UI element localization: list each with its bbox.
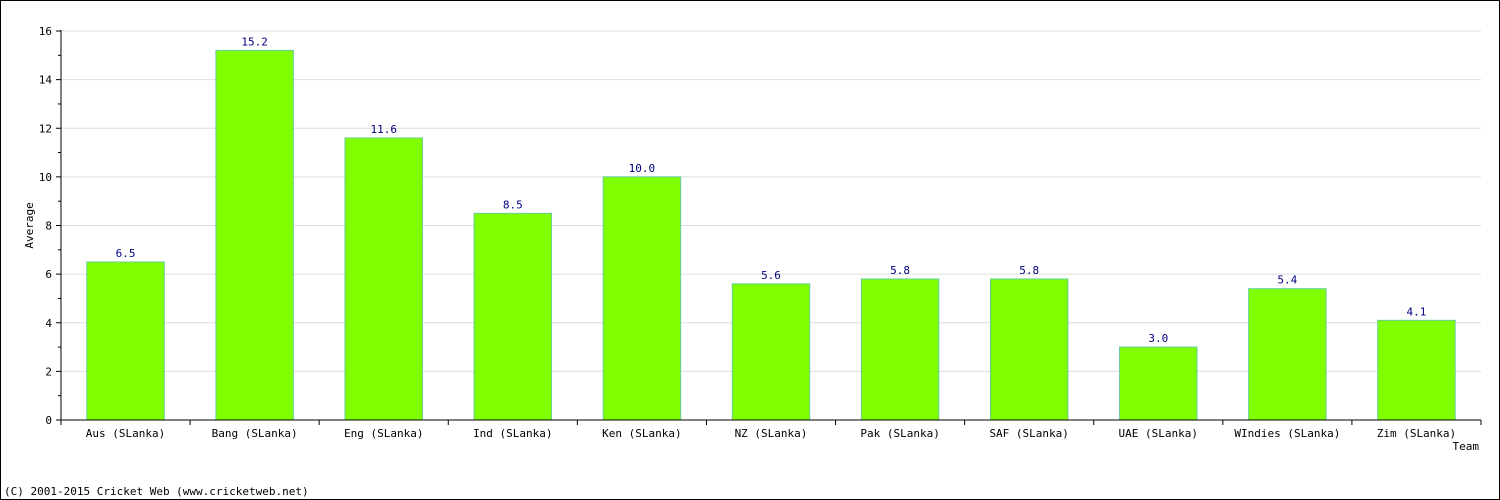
y-tick-label: 2	[45, 365, 52, 378]
bar	[602, 176, 682, 421]
y-tick-label: 0	[45, 414, 52, 427]
bar	[215, 49, 294, 421]
bar	[731, 283, 811, 421]
axes	[56, 30, 1482, 425]
bar-value-label: 8.5	[503, 198, 523, 211]
x-axis-title: Team	[1453, 440, 1480, 453]
bar	[86, 261, 165, 421]
x-tick-label: Bang (SLanka)	[212, 427, 298, 440]
bar	[989, 278, 1069, 421]
bar-value-label: 5.4	[1277, 274, 1297, 287]
bar	[1377, 319, 1456, 421]
x-tick-label: Aus (SLanka)	[86, 427, 165, 440]
y-tick-label: 12	[39, 122, 52, 135]
x-tick-label: Ken (SLanka)	[602, 427, 681, 440]
bar-value-label: 5.6	[761, 269, 781, 282]
y-tick-label: 10	[39, 171, 52, 184]
x-tick-label: WIndies (SLanka)	[1234, 427, 1340, 440]
y-tick-label: 4	[45, 317, 52, 330]
bar-value-label: 5.8	[890, 264, 910, 277]
x-tick-label: Ind (SLanka)	[473, 427, 552, 440]
y-tick-label: 16	[39, 25, 52, 38]
bar-value-label: 6.5	[116, 247, 136, 260]
grid-lines	[61, 30, 1481, 372]
bars	[86, 49, 1456, 421]
x-tick-label: UAE (SLanka)	[1119, 427, 1198, 440]
bar	[344, 137, 423, 421]
y-tick-label: 6	[45, 268, 52, 281]
bar	[860, 278, 940, 421]
y-tick-label: 14	[39, 74, 53, 87]
bar	[1248, 288, 1327, 421]
bar-value-label: 15.2	[241, 35, 268, 48]
x-tick-label: NZ (SLanka)	[735, 427, 808, 440]
bar-value-label: 11.6	[370, 123, 397, 136]
bar-value-label: 10.0	[629, 162, 656, 175]
bar	[1119, 346, 1198, 421]
bar	[473, 212, 553, 421]
chart-labels: 0 2 4 6 8 10 12 14 16 6.5 Aus (SLanka) 15.2 Bang (SL…	[39, 25, 1456, 440]
x-tick-label: Pak (SLanka)	[860, 427, 939, 440]
x-tick-label: Zim (SLanka)	[1377, 427, 1456, 440]
x-tick-label: Eng (SLanka)	[344, 427, 423, 440]
y-axis-title: Average	[23, 202, 36, 248]
bar-value-label: 5.8	[1019, 264, 1039, 277]
bar-value-label: 4.1	[1407, 305, 1427, 318]
bar-value-label: 3.0	[1148, 332, 1168, 345]
copyright-footer: (C) 2001-2015 Cricket Web (www.cricketwe…	[4, 485, 309, 498]
y-tick-label: 8	[45, 220, 52, 233]
x-tick-label: SAF (SLanka)	[989, 427, 1068, 440]
